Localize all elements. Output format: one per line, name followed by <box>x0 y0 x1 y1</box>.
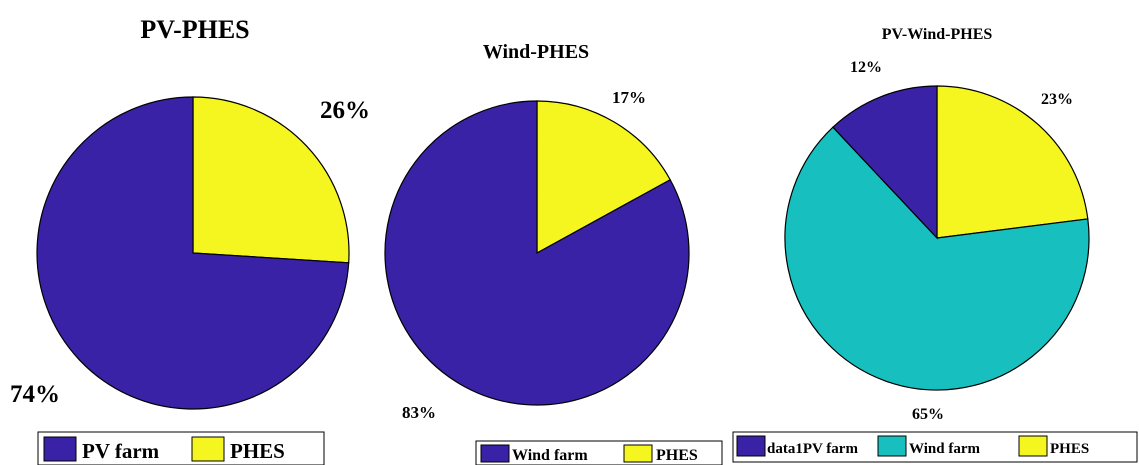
chart-title: PV-PHES <box>140 15 249 44</box>
pie-slice-pv-farm <box>36 96 350 410</box>
legend-swatch-phes <box>623 444 653 463</box>
pie-slice-data1pv-farm <box>832 85 938 240</box>
legend: PV farm PHES <box>37 431 325 465</box>
legend-label-phes: PHES <box>656 447 698 464</box>
legend-swatch-phes <box>1018 435 1048 457</box>
pie-slice-wind-farm <box>784 126 1090 391</box>
legend-swatch-data1pv-farm <box>736 435 766 457</box>
legend-label-phes: PHES <box>230 439 285 463</box>
legend-label-pv-farm: PV farm <box>82 439 160 463</box>
legend-swatch-phes <box>191 436 225 462</box>
legend-swatch-wind-farm <box>877 435 907 457</box>
chart-wind-phes: Wind-PHES 83% 17% Wind farm PHES <box>384 41 723 465</box>
legend: data1PV farm Wind farm PHES <box>732 431 1138 463</box>
pie-slice-phes <box>936 85 1089 239</box>
legend-label-wind-farm: Wind farm <box>909 441 980 457</box>
legend-swatch-pv-farm <box>43 436 77 462</box>
slice-label-phes: 23% <box>1041 91 1073 108</box>
slice-label-wind-farm: 65% <box>912 406 944 423</box>
slice-label-wind-farm: 83% <box>402 403 436 422</box>
legend-box <box>37 431 325 465</box>
chart-pv-phes: PV-PHES 74% 26% PV farm PHES <box>10 15 370 465</box>
chart-pv-wind-phes: PV-Wind-PHES 12% 65% 23% data1PV farm Wi… <box>732 26 1138 463</box>
slice-label-phes: 17% <box>612 88 646 107</box>
legend-label-data1pv-farm: data1PV farm <box>767 441 858 457</box>
legend-box <box>732 431 1138 463</box>
slice-label-data1pv-farm: 12% <box>850 59 882 76</box>
legend-box <box>475 440 723 465</box>
pie-slice-phes <box>192 96 350 264</box>
pie-slice-wind-farm <box>384 100 690 406</box>
legend-label-wind-farm: Wind farm <box>512 447 588 464</box>
legend: Wind farm PHES <box>475 440 723 465</box>
legend-label-phes: PHES <box>1050 441 1089 457</box>
legend-swatch-wind-farm <box>480 444 510 463</box>
chart-title: Wind-PHES <box>483 41 589 63</box>
chart-title: PV-Wind-PHES <box>882 26 993 43</box>
slice-label-phes: 26% <box>320 97 370 124</box>
pie-slice-phes <box>536 100 672 255</box>
slice-label-pv-farm: 74% <box>10 381 60 408</box>
